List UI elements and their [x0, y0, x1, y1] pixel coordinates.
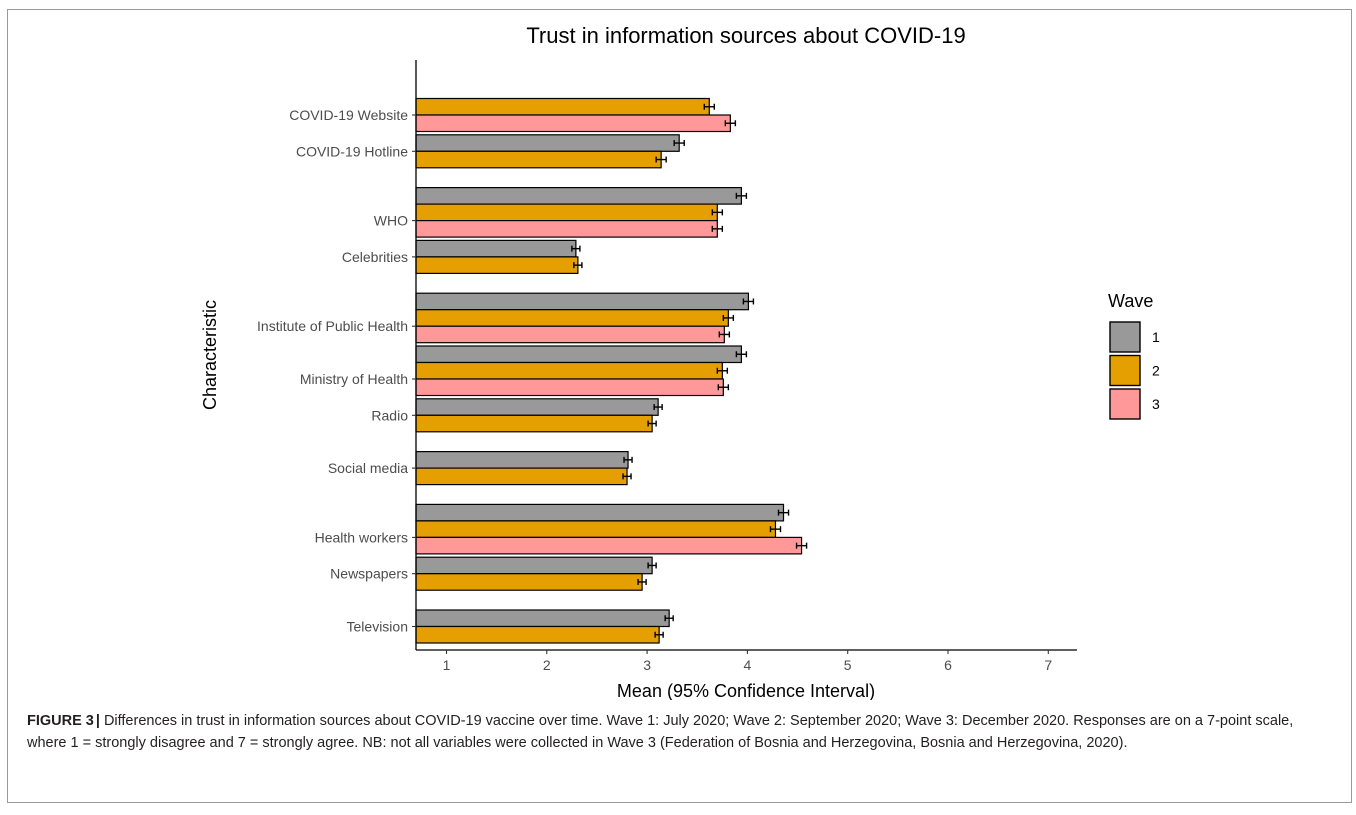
error-bar-who-wave-2: [711, 209, 724, 216]
bar-radio-wave-1: [415, 398, 659, 416]
bar-covid-19-website-wave-3: [415, 114, 731, 133]
chart: Trust in information sources about COVID…: [200, 23, 1160, 700]
error-bar-covid-19-hotline-wave-2: [655, 156, 667, 163]
y-tick-label-radio: Radio: [371, 407, 408, 423]
bar-newspapers-wave-1: [415, 556, 653, 575]
error-bar-institute-of-public-health-wave-1: [742, 298, 755, 305]
bar-celebrities-wave-1: [415, 239, 577, 258]
bar-ministry-of-health-wave-2: [415, 361, 723, 380]
error-bar-ministry-of-health-wave-2: [716, 367, 729, 374]
error-bar-television-wave-2: [654, 631, 664, 638]
legend-title: Wave: [1108, 291, 1153, 311]
error-bar-radio-wave-1: [653, 404, 663, 411]
y-tick-label-health-workers: Health workers: [315, 529, 408, 545]
x-tick-label-2: 2: [543, 657, 551, 673]
y-tick-label-institute-of-public-health: Institute of Public Health: [257, 318, 408, 334]
error-bar-health-workers-wave-2: [769, 526, 782, 533]
y-tick-label-celebrities: Celebrities: [342, 249, 408, 265]
bar-health-workers-wave-2: [415, 520, 777, 539]
bar-who-wave-2: [415, 203, 718, 222]
bar-covid-19-hotline-wave-1: [415, 134, 680, 152]
caption-text: Differences in trust in information sour…: [27, 713, 1294, 751]
error-bar-health-workers-wave-3: [795, 542, 808, 549]
x-tick-label-6: 6: [944, 657, 952, 673]
x-tick-label-3: 3: [643, 657, 651, 673]
bar-covid-19-hotline-wave-2: [415, 150, 662, 169]
error-bar-who-wave-3: [711, 225, 724, 232]
error-bar-radio-wave-2: [647, 420, 657, 427]
error-bar-covid-19-hotline-wave-1: [673, 140, 685, 147]
figure-label: FIGURE 3: [27, 713, 94, 729]
error-bar-television-wave-1: [664, 615, 674, 622]
error-bar-celebrities-wave-1: [571, 245, 581, 252]
bar-institute-of-public-health-wave-1: [415, 292, 750, 311]
y-tick-label-television: Television: [347, 619, 408, 635]
y-tick-label-social-media: Social media: [328, 460, 408, 476]
bar-institute-of-public-health-wave-2: [415, 309, 729, 327]
bar-covid-19-website-wave-2: [415, 97, 710, 116]
plot-area: [415, 97, 808, 644]
bar-television-wave-2: [415, 625, 660, 644]
bar-health-workers-wave-1: [415, 503, 785, 522]
x-axis-ticks: 1 2 3 4 5 6 7: [443, 650, 1052, 673]
error-bar-covid-19-website-wave-2: [703, 103, 716, 110]
error-bar-covid-19-website-wave-3: [724, 120, 737, 127]
error-bar-newspapers-wave-1: [647, 562, 657, 569]
y-tick-label-covid-19-hotline: COVID-19 Hotline: [296, 143, 408, 159]
bar-newspapers-wave-2: [415, 573, 643, 591]
x-tick-label-1: 1: [443, 657, 451, 673]
error-bar-health-workers-wave-1: [777, 509, 790, 516]
error-bar-ministry-of-health-wave-3: [717, 384, 730, 391]
x-tick-label-5: 5: [844, 657, 852, 673]
legend-swatch-wave-2: [1109, 354, 1141, 387]
error-bar-ministry-of-health-wave-1: [735, 351, 748, 358]
error-bar-celebrities-wave-2: [573, 262, 583, 269]
error-bar-institute-of-public-health-wave-3: [718, 331, 731, 338]
legend-swatch-wave-1: [1109, 321, 1141, 353]
chart-title: Trust in information sources about COVID…: [526, 23, 965, 48]
figure-caption: FIGURE 3 | Differences in trust in informa…: [27, 710, 1332, 754]
error-bar-newspapers-wave-2: [637, 578, 647, 585]
figure-label-separator: |: [95, 713, 100, 729]
bar-radio-wave-2: [415, 414, 653, 433]
bar-social-media-wave-1: [415, 451, 629, 469]
y-tick-label-newspapers: Newspapers: [330, 566, 408, 582]
error-bar-social-media-wave-2: [622, 473, 632, 480]
bar-who-wave-1: [415, 187, 742, 205]
bar-ministry-of-health-wave-1: [415, 345, 742, 364]
legend: Wave 1 2 3: [1108, 291, 1160, 420]
bar-institute-of-public-health-wave-3: [415, 325, 725, 344]
error-bar-social-media-wave-1: [623, 456, 633, 463]
bar-ministry-of-health-wave-3: [415, 378, 724, 397]
legend-label-wave-1: 1: [1152, 329, 1160, 345]
y-axis-ticks: COVID-19 Website COVID-19 Hotline WHO Celeb…: [257, 107, 416, 635]
y-tick-label-ministry-of-health: Ministry of Health: [300, 371, 408, 387]
legend-label-wave-2: 2: [1152, 363, 1160, 379]
y-tick-label-who: WHO: [374, 213, 408, 229]
error-bar-who-wave-1: [735, 192, 748, 199]
legend-label-wave-3: 3: [1152, 396, 1160, 412]
y-axis-label: Characteristic: [200, 300, 220, 410]
x-tick-label-4: 4: [744, 657, 752, 673]
bar-social-media-wave-2: [415, 467, 628, 486]
bar-health-workers-wave-3: [415, 536, 803, 555]
x-axis-label: Mean (95% Confidence Interval): [617, 681, 875, 700]
bar-who-wave-3: [415, 220, 718, 238]
bar-television-wave-1: [415, 609, 670, 628]
x-tick-label-7: 7: [1044, 657, 1052, 673]
legend-swatch-wave-3: [1109, 388, 1141, 420]
error-bar-institute-of-public-health-wave-2: [722, 314, 735, 321]
y-tick-label-covid-19-website: COVID-19 Website: [289, 107, 408, 123]
bar-celebrities-wave-2: [415, 256, 579, 274]
